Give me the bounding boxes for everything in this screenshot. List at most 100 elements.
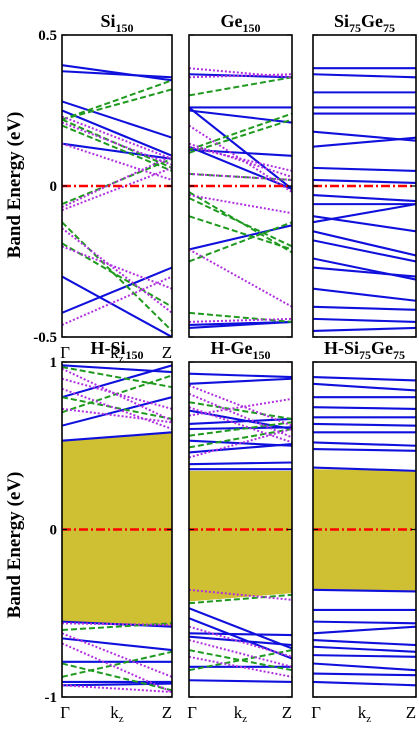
panel-4: H-Ge150 Γ kz Z: [187, 338, 293, 725]
x-tick-kz: kz: [110, 703, 124, 725]
band-solid-7: [189, 377, 292, 385]
kz-sub: z: [119, 353, 124, 365]
band-solid-3: [62, 364, 172, 399]
band-dashed-1: [62, 88, 172, 121]
kz-sub: z: [366, 713, 371, 725]
band-dotted-1: [189, 406, 292, 444]
band-dotted-6: [189, 248, 292, 308]
band-dotted-1: [62, 121, 172, 166]
title-main: H-Ge: [211, 338, 253, 358]
title-sub: 75: [349, 21, 361, 35]
band-solid-5: [62, 637, 172, 652]
band-solid-7: [313, 166, 416, 172]
band-dotted-7: [62, 142, 172, 181]
band-dotted-6: [62, 684, 172, 693]
band-solid-2: [62, 109, 172, 157]
title-sub: 75: [359, 348, 371, 362]
band-solid-0: [313, 466, 416, 472]
band-dashed-2: [189, 401, 292, 420]
title-sub: 150: [253, 348, 271, 362]
band-solid-4: [62, 266, 172, 314]
x-tick-gamma: Γ: [60, 703, 70, 722]
band-dotted-4: [62, 227, 172, 314]
band-solid-9: [313, 376, 416, 382]
band-dotted-5: [189, 588, 292, 601]
band-solid-1: [189, 461, 292, 466]
band-dotted-0: [189, 67, 292, 79]
title-main-2: Ge: [371, 338, 393, 358]
band-solid-5: [62, 275, 172, 337]
band-solid-0: [62, 64, 172, 82]
x-tick-gamma: Γ: [60, 343, 70, 362]
band-solid-0: [189, 73, 292, 79]
x-tick-kz: kz: [358, 703, 372, 725]
x-tick-z: Z: [162, 343, 172, 362]
title-main: H-Si: [90, 338, 125, 358]
band-dotted-6: [62, 275, 172, 326]
band-dotted-1: [189, 73, 292, 79]
band-dashed-4: [62, 650, 172, 678]
x-tick-gamma: Γ: [187, 703, 197, 722]
title-main-2: Ge: [361, 11, 383, 31]
band-dotted-1: [62, 377, 172, 410]
band-solid-14: [189, 679, 292, 683]
band-dotted-4: [62, 642, 172, 693]
plot-area: [313, 67, 416, 333]
band-solid-19: [313, 680, 416, 687]
band-solid-18: [313, 305, 416, 311]
band-solid-20: [313, 326, 416, 333]
band-dashed-1: [189, 421, 292, 437]
panel-title: H-Ge150: [211, 338, 271, 362]
band-dashed-3: [62, 662, 172, 692]
band-gap-region: [189, 470, 292, 602]
x-tick-z: Z: [162, 703, 172, 722]
y-tick-label: -1: [45, 690, 58, 706]
band-dotted-0: [62, 115, 172, 160]
band-solid-19: [313, 317, 416, 323]
band-dashed-7: [189, 311, 292, 323]
band-solid-8: [189, 106, 292, 190]
band-dotted-5: [62, 632, 172, 678]
plot-area: [62, 64, 172, 337]
band-dotted-8: [189, 124, 292, 193]
title-sub: 150: [116, 21, 134, 35]
band-dashed-3: [189, 593, 292, 605]
band-dotted-4: [189, 428, 292, 459]
plot-area: [189, 372, 292, 683]
band-solid-8: [313, 178, 416, 185]
band-solid-18: [313, 672, 416, 677]
band-dashed-5: [62, 242, 172, 308]
kz-main: k: [110, 703, 119, 722]
band-dotted-2: [62, 387, 172, 430]
band-solid-1: [313, 73, 416, 79]
panel-title: H-Si150: [90, 338, 143, 362]
band-dashed-5: [62, 622, 172, 631]
band-solid-12: [313, 620, 416, 625]
y-tick-label: 0.5: [38, 28, 57, 44]
band-solid-8: [189, 372, 292, 379]
title-sub-2: 75: [393, 348, 405, 362]
panel-title: H-Si75Ge75: [324, 338, 405, 362]
band-dotted-3: [62, 407, 172, 424]
band-solid-11: [189, 632, 292, 637]
band-solid-17: [313, 662, 416, 672]
y-tick-label: 0: [50, 179, 58, 195]
kz-main: k: [234, 703, 243, 722]
band-solid-1: [62, 396, 172, 427]
band-dotted-8: [189, 655, 292, 678]
band-solid-4: [62, 620, 172, 628]
band-solid-0: [62, 431, 172, 442]
panel-title: Ge150: [221, 11, 261, 35]
plot-area: [313, 376, 416, 687]
band-dashed-6: [189, 221, 292, 263]
band-solid-12: [313, 203, 416, 224]
y-tick-label: 1: [50, 355, 58, 371]
band-dotted-6: [189, 625, 292, 658]
band-solid-7: [189, 320, 292, 329]
band-dotted-2: [62, 154, 172, 209]
band-solid-10: [313, 588, 416, 593]
